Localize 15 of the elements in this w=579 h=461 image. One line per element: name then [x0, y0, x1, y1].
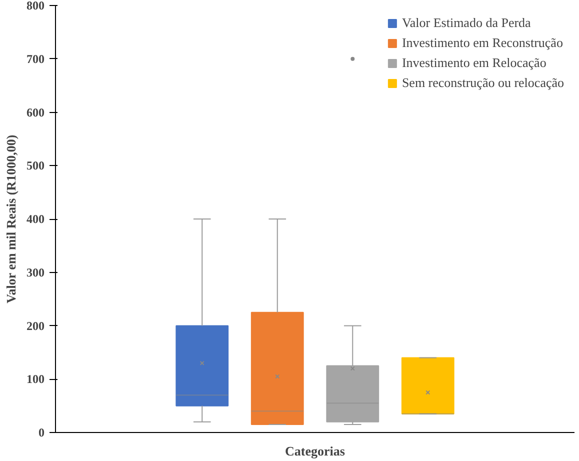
y-tick-label: 700: [26, 52, 44, 66]
y-tick-label: 800: [26, 0, 44, 12]
legend-label: Investimento em Reconstrução: [402, 35, 563, 51]
y-tick-label: 500: [26, 158, 44, 173]
x-axis-title: Categorias: [285, 444, 345, 458]
legend-label: Sem reconstrução ou relocação: [402, 75, 564, 91]
y-tick-label: 300: [26, 265, 44, 280]
y-tick-label: 600: [26, 105, 44, 120]
legend-label: Investimento em Relocação: [402, 55, 546, 71]
y-tick-label: 100: [26, 372, 44, 386]
legend-label: Valor Estimado da Perda: [402, 15, 532, 31]
y-tick-label: 400: [26, 212, 44, 226]
y-axis-title: Valor em mil Reais (R1000,00): [4, 134, 18, 304]
y-tick-label: 200: [26, 318, 44, 333]
y-tick-label: 0: [38, 426, 44, 440]
